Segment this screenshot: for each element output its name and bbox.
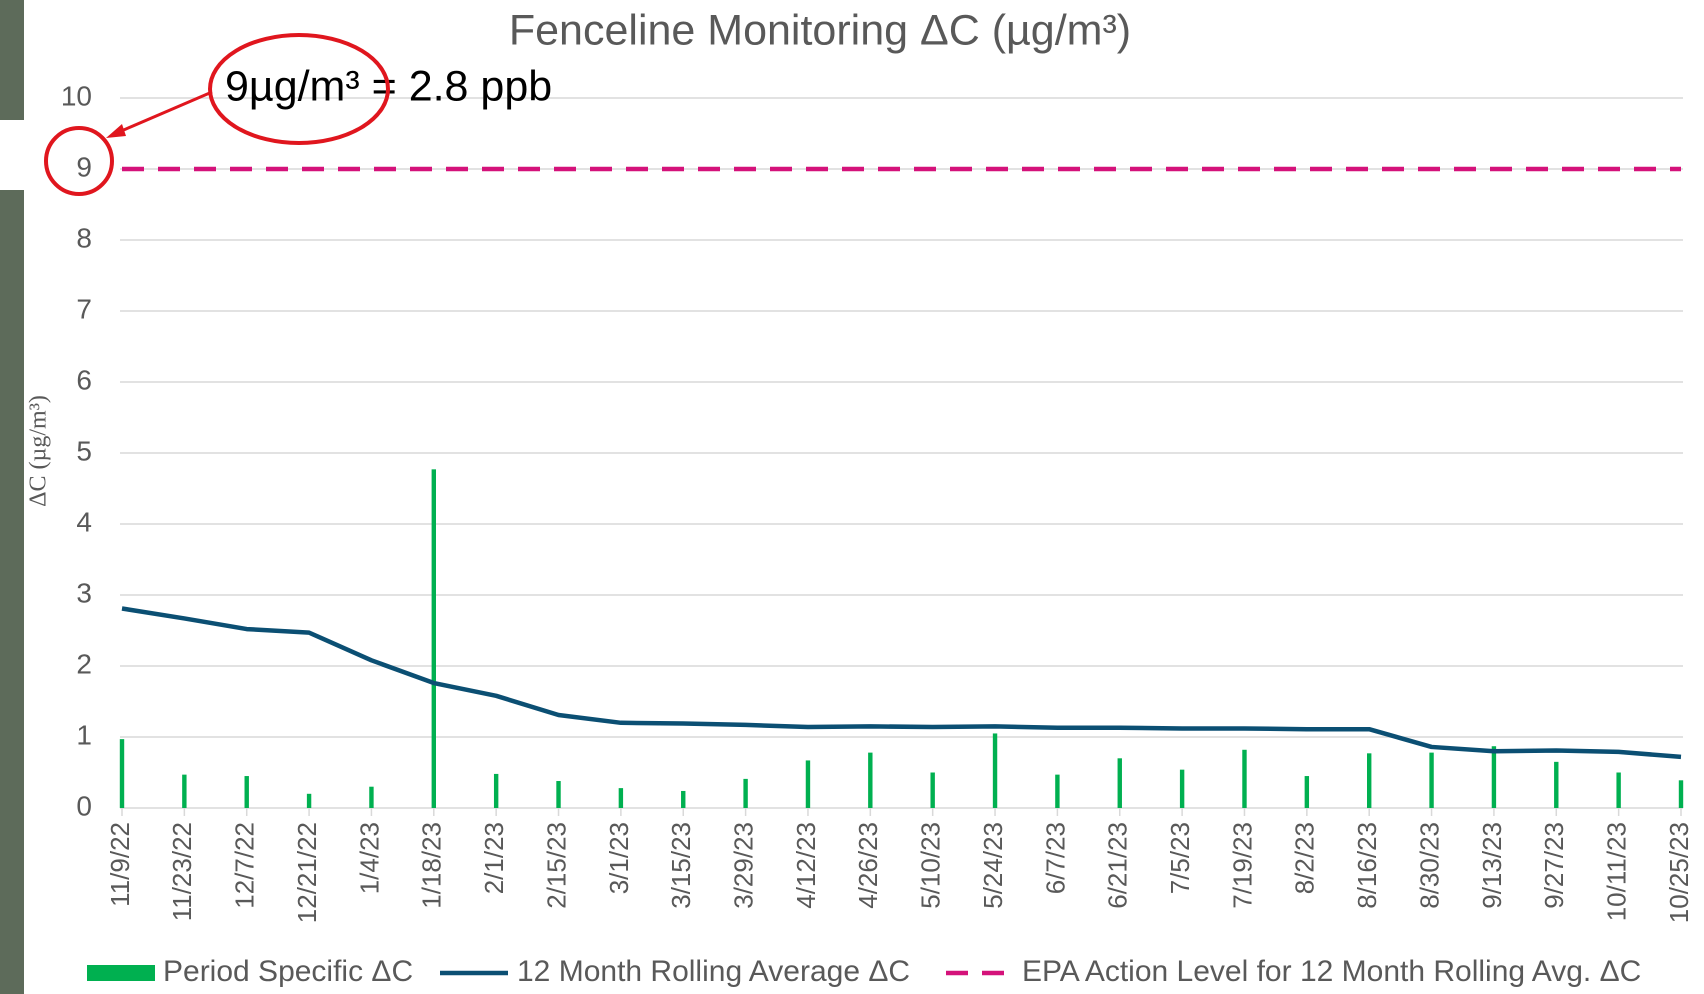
y-tick-label: 9	[76, 151, 92, 182]
y-tick-label: 7	[76, 293, 92, 324]
bar	[1055, 775, 1059, 808]
y-tick-label: 4	[76, 506, 92, 537]
x-tick-label: 9/13/23	[1477, 822, 1507, 909]
x-tick-label: 7/5/23	[1165, 822, 1195, 894]
x-tick-label: 1/18/23	[417, 822, 447, 909]
x-tick-label: 9/27/23	[1539, 822, 1569, 909]
x-tick-label: 11/23/22	[167, 822, 197, 921]
bar	[369, 787, 373, 808]
x-tick-label: 6/21/23	[1103, 822, 1133, 909]
legend-label: EPA Action Level for 12 Month Rolling Av…	[1022, 955, 1641, 988]
y-tick-label: 1	[76, 719, 92, 750]
bar	[868, 753, 872, 808]
x-tick-label: 3/29/23	[728, 822, 758, 909]
bar	[1429, 753, 1433, 808]
x-tick-label: 7/19/23	[1227, 822, 1257, 909]
bar	[1305, 776, 1309, 808]
x-tick-label: 3/1/23	[604, 822, 634, 894]
y-tick-label: 0	[76, 790, 92, 821]
x-tick-label: 5/10/23	[916, 822, 946, 909]
legend-label: Period Specific ΔC	[163, 955, 413, 988]
bar	[1679, 780, 1683, 808]
x-tick-label: 8/16/23	[1352, 822, 1382, 909]
y-tick-label: 5	[76, 435, 92, 466]
bar	[1242, 750, 1246, 808]
y-tick-label: 3	[76, 577, 92, 608]
x-tick-label: 4/12/23	[791, 822, 821, 909]
y-tick-label: 6	[76, 364, 92, 395]
bar	[1554, 762, 1558, 808]
bar	[120, 739, 124, 808]
chart-title: Fenceline Monitoring ΔC (µg/m³)	[509, 6, 1131, 54]
bar	[182, 775, 186, 808]
bar	[245, 776, 249, 808]
bar	[993, 733, 997, 808]
x-tick-label: 8/30/23	[1414, 822, 1444, 909]
bar	[1492, 746, 1496, 808]
x-tick-label: 12/7/22	[230, 822, 260, 909]
x-tick-label: 4/26/23	[853, 822, 883, 909]
plot-area: 0 1 2 3 4 5 6 7 8 9 10 11/9/22 11/23/22 12/7/22 12/21/…	[61, 80, 1694, 923]
bar	[1367, 753, 1371, 808]
bar	[806, 760, 810, 808]
y-tick-label: 8	[76, 222, 92, 253]
bar	[930, 773, 934, 809]
x-tick-label: 6/7/23	[1040, 822, 1070, 894]
bar	[1180, 770, 1184, 808]
bar	[681, 791, 685, 808]
y-tick-label: 2	[76, 648, 92, 679]
legend-label: 12 Month Rolling Average ΔC	[517, 955, 910, 988]
x-tick-label: 12/21/22	[292, 822, 322, 923]
x-tick-label: 5/24/23	[978, 822, 1008, 909]
x-tick-label: 3/15/23	[666, 822, 696, 909]
bar	[432, 469, 436, 808]
bar	[307, 794, 311, 808]
series-line	[122, 608, 1681, 756]
x-tick-label: 10/25/23	[1664, 822, 1694, 923]
y-axis-label: ΔC (µg/m³)	[26, 395, 52, 507]
chart: Fenceline Monitoring ΔC (µg/m³) ΔC (µg/m…	[0, 0, 1704, 994]
background-image-gap	[0, 120, 24, 190]
bar	[1616, 773, 1620, 809]
bar	[556, 781, 560, 808]
legend-swatch	[87, 965, 155, 981]
bar	[1118, 758, 1122, 808]
x-tick-label: 2/15/23	[541, 822, 571, 909]
x-tick-label: 10/11/23	[1602, 822, 1632, 921]
bar	[619, 788, 623, 808]
x-tick-label: 1/4/23	[354, 822, 384, 894]
annotation-arrowhead	[106, 124, 126, 138]
bar	[743, 779, 747, 808]
y-tick-label: 10	[61, 80, 92, 111]
bar	[494, 774, 498, 808]
x-tick-label: 8/2/23	[1290, 822, 1320, 894]
x-tick-label: 11/9/22	[105, 822, 135, 907]
x-tick-label: 2/1/23	[479, 822, 509, 894]
legend: Period Specific ΔC 12 Month Rolling Avera…	[87, 955, 1641, 988]
